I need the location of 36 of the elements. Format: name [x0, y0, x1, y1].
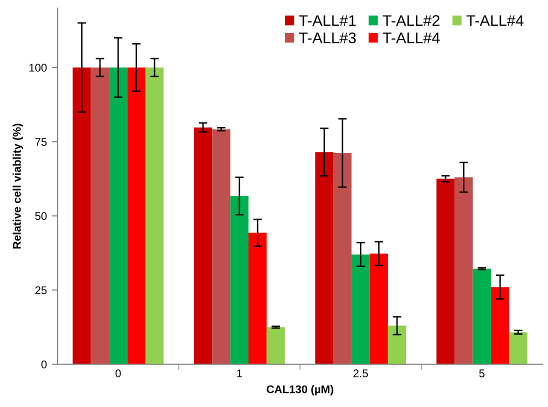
legend-label: T-ALL#4 — [466, 15, 524, 26]
bar — [333, 152, 352, 364]
legend-label: T-ALL#1 — [299, 15, 356, 26]
bar — [266, 327, 285, 364]
bar — [352, 254, 370, 364]
bar — [212, 129, 230, 364]
x-tick-label: 2.5 — [353, 369, 368, 378]
bar — [145, 67, 164, 364]
y-tick-label: 0 — [41, 360, 47, 368]
bar — [194, 127, 212, 364]
x-tick-label: 1 — [237, 370, 242, 378]
y-tick-label: 100 — [29, 64, 47, 72]
bar — [509, 332, 528, 364]
legend-label: T-ALL#2 — [382, 15, 440, 26]
y-tick-label: 75 — [35, 138, 47, 146]
bar — [90, 67, 110, 364]
legend-label: T-ALL#3 — [299, 32, 356, 44]
legend-label: T-ALL#4 — [382, 32, 440, 44]
y-axis-title: Relative cell viablity (%) — [12, 124, 24, 248]
bar — [109, 67, 128, 364]
y-tick-label: 25 — [35, 286, 47, 294]
bar — [388, 326, 406, 364]
bar — [370, 254, 388, 364]
bar — [472, 268, 491, 364]
bar — [436, 178, 455, 364]
bar — [454, 177, 473, 364]
bar — [230, 196, 248, 364]
x-tick-label: 5 — [479, 370, 485, 378]
y-tick-label: 50 — [35, 212, 47, 220]
bar — [248, 232, 267, 364]
x-tick-label: 0 — [116, 369, 121, 378]
bar — [315, 152, 334, 364]
bar — [72, 67, 91, 364]
bar — [490, 287, 510, 364]
bar — [127, 67, 146, 364]
x-axis-title: CAL130 (µM) — [266, 385, 334, 396]
